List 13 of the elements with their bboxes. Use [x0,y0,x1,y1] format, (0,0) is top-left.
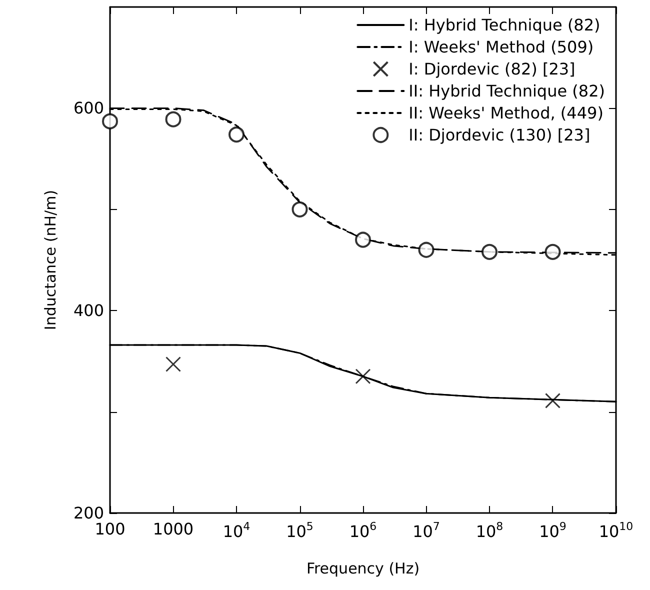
y-tick-label: 600 [73,98,104,118]
y-tick-label: 400 [73,301,104,320]
legend-label: II: Hybrid Technique (82) [408,82,605,100]
y-axis-title: Inductance (nH/m) [42,190,60,330]
legend-label: I: Weeks' Method (509) [408,38,594,56]
legend-label: I: Djordevic (82) [23] [408,60,576,78]
y-tick-label: 200 [73,504,104,522]
legend-label: II: Djordevic (130) [23] [408,126,590,144]
x-axis-title: Frequency (Hz) [306,560,420,578]
legend-label: II: Weeks' Method, (449) [408,104,604,122]
x-tick-label: 100 [94,520,126,538]
x-tick-label: 1000 [152,520,194,538]
legend-label: I: Hybrid Technique (82) [408,16,600,34]
